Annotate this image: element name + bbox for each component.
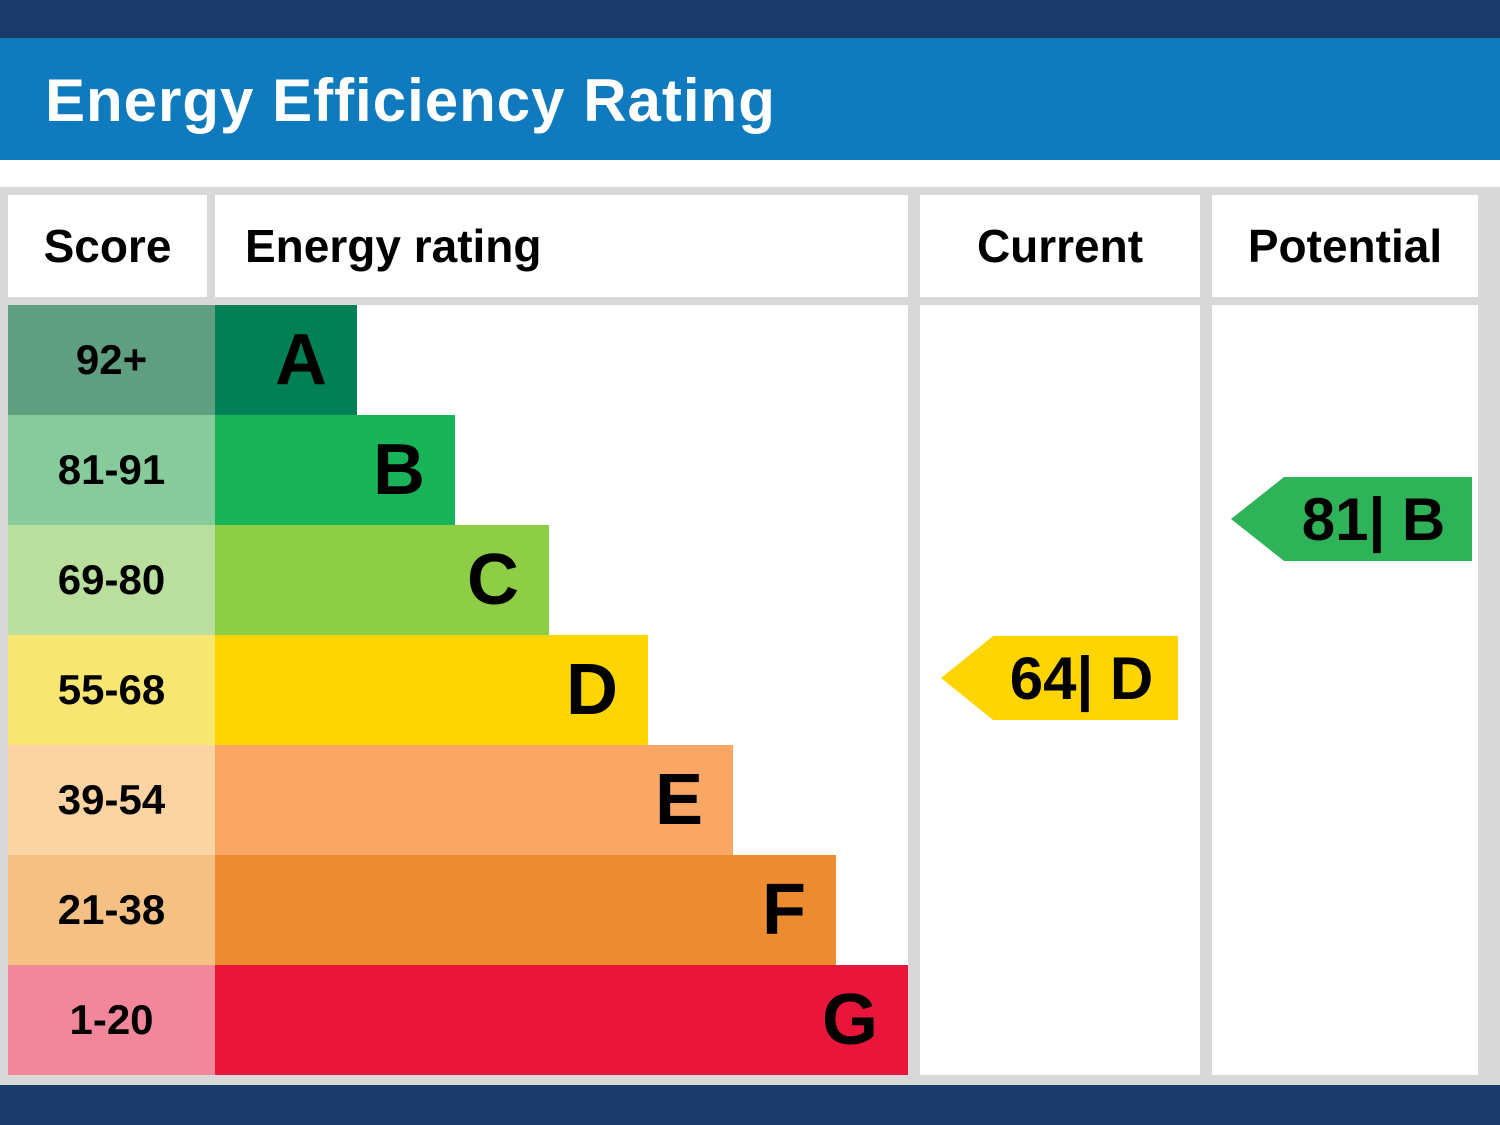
score-cell-a: 92+ [8, 305, 215, 415]
rating-bar-e: E [215, 745, 733, 855]
score-cell-f: 21-38 [8, 855, 215, 965]
rating-bar-f: F [215, 855, 836, 965]
column-header-energy-rating-label: Energy rating [245, 220, 542, 272]
rating-table: Score Energy rating Current Potential 92… [0, 187, 1500, 1085]
column-header-current: Current [920, 195, 1200, 297]
potential-column [1212, 305, 1478, 1075]
column-header-score-label: Score [43, 220, 172, 272]
potential-rating-label: 81| B [1301, 485, 1446, 553]
title-bar: Energy Efficiency Rating [0, 38, 1500, 160]
column-header-potential: Potential [1212, 195, 1478, 297]
current-rating-arrow: 64| D [941, 636, 1178, 720]
score-cell-c: 69-80 [8, 525, 215, 635]
score-column: 92+ 81-91 69-80 55-68 39-54 21-38 1-20 [8, 305, 215, 1075]
page-title: Energy Efficiency Rating [45, 67, 776, 134]
rating-bar-c: C [215, 525, 549, 635]
score-cell-b: 81-91 [8, 415, 215, 525]
bottom-border-band [0, 1085, 1500, 1125]
column-header-score: Score [8, 195, 207, 297]
column-header-current-label: Current [976, 220, 1144, 272]
column-header-energy-rating: Energy rating [215, 195, 908, 297]
score-cell-e: 39-54 [8, 745, 215, 855]
rating-bar-a: A [215, 305, 357, 415]
potential-rating-arrow: 81| B [1231, 477, 1472, 561]
score-cell-g: 1-20 [8, 965, 215, 1075]
rating-bar-g: G [215, 965, 908, 1075]
rating-bar-d: D [215, 635, 648, 745]
column-header-potential-label: Potential [1247, 220, 1443, 272]
top-border-band [0, 0, 1500, 38]
energy-rating-column: A B C D E F G [215, 305, 908, 1075]
rating-bar-b: B [215, 415, 455, 525]
score-cell-d: 55-68 [8, 635, 215, 745]
current-rating-label: 64| D [1009, 644, 1154, 712]
